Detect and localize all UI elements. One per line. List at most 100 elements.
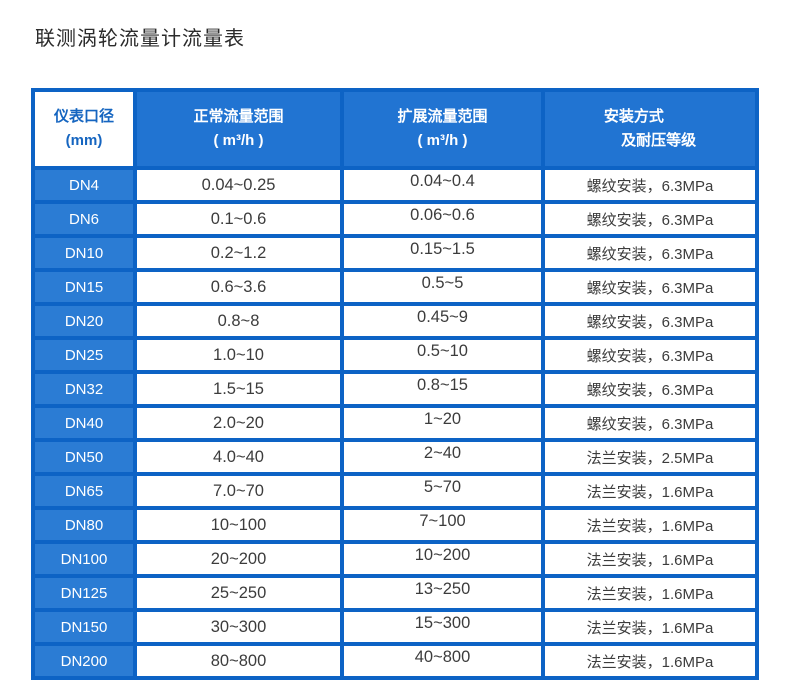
cell-installation: 螺纹安装，6.3MPa — [545, 238, 755, 268]
cell-extended-range: 0.5~10 — [344, 340, 541, 370]
installation-value: 螺纹安装，6.3MPa — [586, 279, 714, 297]
header-normal-range-unit: ( m³/h ) — [213, 132, 264, 149]
cell-installation: 法兰安装，1.6MPa — [545, 510, 755, 540]
cell-extended-range: 7~100 — [344, 510, 541, 540]
installation-value: 法兰安装，1.6MPa — [586, 653, 714, 671]
installation-value: 法兰安装，1.6MPa — [586, 483, 714, 501]
cell-diameter: DN50 — [35, 442, 133, 472]
cell-installation: 法兰安装，2.5MPa — [545, 442, 755, 472]
installation-value: 螺纹安装，6.3MPa — [586, 211, 714, 229]
cell-extended-range: 0.8~15 — [344, 374, 541, 404]
normal-range-value: 7.0~70 — [213, 481, 264, 500]
cell-extended-range: 1~20 — [344, 408, 541, 438]
normal-range-value: 0.04~0.25 — [201, 175, 276, 194]
cell-extended-range: 0.45~9 — [344, 306, 541, 336]
installation-value: 法兰安装，1.6MPa — [586, 551, 714, 569]
table-row: DN80 10~100 7~100 法兰安装，1.6MPa — [35, 510, 755, 540]
table-row: DN125 25~250 13~250 法兰安装，1.6MPa — [35, 578, 755, 608]
cell-normal-range: 0.1~0.6 — [137, 204, 340, 234]
cell-extended-range: 10~200 — [344, 544, 541, 574]
cell-extended-range: 0.06~0.6 — [344, 204, 541, 234]
table-row: DN50 4.0~40 2~40 法兰安装，2.5MPa — [35, 442, 755, 472]
cell-extended-range: 0.15~1.5 — [344, 238, 541, 268]
normal-range-value: 2.0~20 — [213, 413, 264, 432]
cell-diameter: DN125 — [35, 578, 133, 608]
cell-diameter: DN32 — [35, 374, 133, 404]
diameter-value: DN50 — [64, 448, 104, 466]
table-row: DN10 0.2~1.2 0.15~1.5 螺纹安装，6.3MPa — [35, 238, 755, 268]
table-row: DN40 2.0~20 1~20 螺纹安装，6.3MPa — [35, 408, 755, 438]
cell-extended-range: 0.04~0.4 — [344, 170, 541, 200]
normal-range-value: 30~300 — [210, 617, 267, 636]
diameter-value: DN200 — [60, 652, 108, 670]
diameter-value: DN4 — [68, 176, 99, 194]
cell-diameter: DN150 — [35, 612, 133, 642]
cell-installation: 法兰安装，1.6MPa — [545, 578, 755, 608]
cell-installation: 螺纹安装，6.3MPa — [545, 374, 755, 404]
extended-range-value: 0.15~1.5 — [410, 239, 475, 258]
extended-range-value: 13~250 — [414, 579, 471, 598]
cell-diameter: DN65 — [35, 476, 133, 506]
extended-range-value: 40~800 — [414, 647, 471, 666]
installation-value: 法兰安装，1.6MPa — [586, 619, 714, 637]
cell-normal-range: 0.04~0.25 — [137, 170, 340, 200]
cell-installation: 螺纹安装，6.3MPa — [545, 272, 755, 302]
table-row: DN6 0.1~0.6 0.06~0.6 螺纹安装，6.3MPa — [35, 204, 755, 234]
diameter-value: DN20 — [64, 312, 104, 330]
normal-range-value: 0.1~0.6 — [210, 209, 267, 228]
cell-extended-range: 2~40 — [344, 442, 541, 472]
cell-extended-range: 40~800 — [344, 646, 541, 676]
cell-installation: 螺纹安装，6.3MPa — [545, 408, 755, 438]
cell-diameter: DN200 — [35, 646, 133, 676]
flow-rate-table: 仪表口径 (mm) 正常流量范围 ( m³/h ) 扩展流量范围 ( m³/h … — [31, 88, 759, 680]
header-extended-range-unit: ( m³/h ) — [417, 132, 468, 149]
cell-extended-range: 0.5~5 — [344, 272, 541, 302]
cell-installation: 螺纹安装，6.3MPa — [545, 170, 755, 200]
cell-normal-range: 30~300 — [137, 612, 340, 642]
diameter-value: DN6 — [68, 210, 99, 228]
diameter-value: DN80 — [64, 516, 104, 534]
extended-range-value: 0.5~10 — [417, 341, 468, 360]
header-extended-range: 扩展流量范围 ( m³/h ) — [344, 92, 541, 166]
page-title: 联测涡轮流量计流量表 — [35, 28, 245, 50]
diameter-value: DN100 — [60, 550, 108, 568]
cell-extended-range: 5~70 — [344, 476, 541, 506]
cell-extended-range: 13~250 — [344, 578, 541, 608]
normal-range-value: 10~100 — [210, 515, 267, 534]
cell-diameter: DN20 — [35, 306, 133, 336]
header-normal-range-label: 正常流量范围 — [193, 108, 284, 125]
cell-normal-range: 4.0~40 — [137, 442, 340, 472]
cell-normal-range: 0.6~3.6 — [137, 272, 340, 302]
table-row: DN65 7.0~70 5~70 法兰安装，1.6MPa — [35, 476, 755, 506]
installation-value: 螺纹安装，6.3MPa — [586, 313, 714, 331]
normal-range-value: 4.0~40 — [213, 447, 264, 466]
cell-normal-range: 80~800 — [137, 646, 340, 676]
cell-installation: 螺纹安装，6.3MPa — [545, 340, 755, 370]
table-row: DN32 1.5~15 0.8~15 螺纹安装，6.3MPa — [35, 374, 755, 404]
cell-extended-range: 15~300 — [344, 612, 541, 642]
installation-value: 法兰安装，2.5MPa — [586, 449, 714, 467]
extended-range-value: 0.45~9 — [417, 307, 468, 326]
cell-installation: 法兰安装，1.6MPa — [545, 612, 755, 642]
extended-range-value: 0.06~0.6 — [410, 205, 475, 224]
installation-value: 螺纹安装，6.3MPa — [586, 347, 714, 365]
installation-value: 螺纹安装，6.3MPa — [586, 381, 714, 399]
cell-diameter: DN40 — [35, 408, 133, 438]
table-row: DN15 0.6~3.6 0.5~5 螺纹安装，6.3MPa — [35, 272, 755, 302]
table-row: DN25 1.0~10 0.5~10 螺纹安装，6.3MPa — [35, 340, 755, 370]
cell-installation: 法兰安装，1.6MPa — [545, 544, 755, 574]
cell-normal-range: 2.0~20 — [137, 408, 340, 438]
diameter-value: DN32 — [64, 380, 104, 398]
header-extended-range-label: 扩展流量范围 — [397, 108, 488, 125]
normal-range-value: 1.5~15 — [213, 379, 264, 398]
installation-value: 螺纹安装，6.3MPa — [586, 415, 714, 433]
header-diameter-label: 仪表口径 — [53, 108, 114, 125]
normal-range-value: 0.2~1.2 — [210, 243, 267, 262]
header-installation-line2: 及耐压等级 — [621, 132, 697, 149]
header-row: 仪表口径 (mm) 正常流量范围 ( m³/h ) 扩展流量范围 ( m³/h … — [35, 92, 755, 166]
header-diameter-unit: (mm) — [65, 132, 103, 149]
normal-range-value: 0.8~8 — [217, 311, 260, 330]
diameter-value: DN150 — [60, 618, 108, 636]
cell-normal-range: 20~200 — [137, 544, 340, 574]
installation-value: 法兰安装，1.6MPa — [586, 517, 714, 535]
